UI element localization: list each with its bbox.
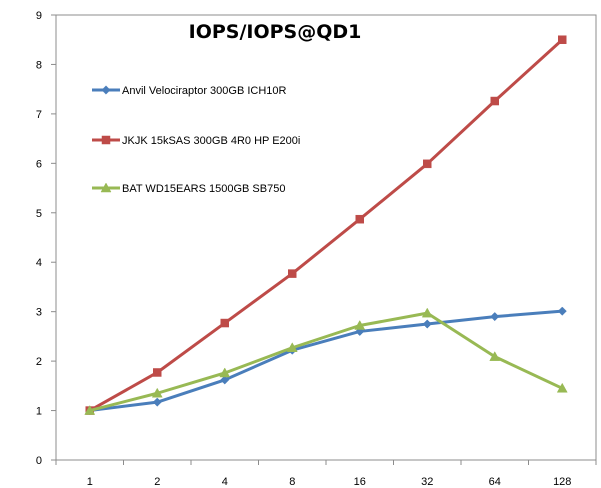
x-tick-label: 4: [222, 476, 228, 488]
legend-marker-1: [101, 85, 111, 95]
data-point-series-2: [288, 269, 297, 278]
chart-title: IOPS/IOPS@QD1: [189, 21, 362, 43]
data-point-series-1: [152, 397, 162, 407]
series-line-1: [89, 309, 563, 413]
y-tick-label: 7: [36, 109, 42, 121]
data-point-series-3: [219, 367, 231, 378]
data-point-series-1: [422, 319, 432, 329]
data-point-series-2: [558, 35, 567, 44]
x-tick-label: 1: [87, 476, 93, 488]
data-point-series-3: [354, 319, 366, 330]
legend-label-3: BAT WD15EARS 1500GB SB750: [122, 183, 285, 195]
legend-marker-2: [101, 135, 111, 145]
data-point-series-3: [421, 307, 433, 318]
data-point-series-2: [423, 159, 432, 169]
y-tick-label: 3: [36, 307, 42, 319]
y-tick-label: 0: [36, 455, 42, 467]
data-point-series-2: [153, 368, 162, 377]
x-tick-label: 32: [421, 476, 433, 488]
x-tick-label: 16: [354, 476, 366, 488]
series-line-3: [89, 311, 563, 413]
y-tick-label: 2: [36, 356, 42, 368]
x-tick-label: 8: [289, 476, 295, 488]
data-point-series-1: [557, 306, 567, 316]
data-point-series-3: [286, 342, 298, 353]
x-tick-label: 128: [553, 476, 571, 488]
legend-label-1: Anvil Velociraptor 300GB ICH10R: [122, 85, 287, 97]
y-tick-label: 4: [36, 257, 42, 269]
x-tick-label: 2: [154, 476, 160, 488]
y-tick-label: 1: [36, 406, 42, 418]
data-point-series-3: [556, 382, 568, 393]
data-point-series-2: [220, 318, 229, 328]
legend-label-2: JKJK 15kSAS 300GB 4R0 HP E200i: [122, 135, 300, 147]
y-tick-label: 9: [36, 10, 42, 22]
legend-marker-3: [100, 182, 112, 193]
data-point-series-3: [489, 351, 501, 361]
y-tick-label: 6: [36, 158, 42, 170]
data-point-series-3: [84, 405, 96, 415]
data-point-series-1: [220, 375, 230, 385]
y-tick-label: 8: [36, 59, 42, 71]
data-point-series-1: [490, 312, 500, 322]
data-point-series-3: [151, 387, 163, 398]
data-point-series-2: [490, 96, 499, 106]
y-tick-label: 5: [36, 208, 42, 220]
x-tick-label: 64: [489, 476, 501, 488]
data-point-series-2: [355, 214, 364, 224]
series-line-2: [89, 38, 564, 412]
